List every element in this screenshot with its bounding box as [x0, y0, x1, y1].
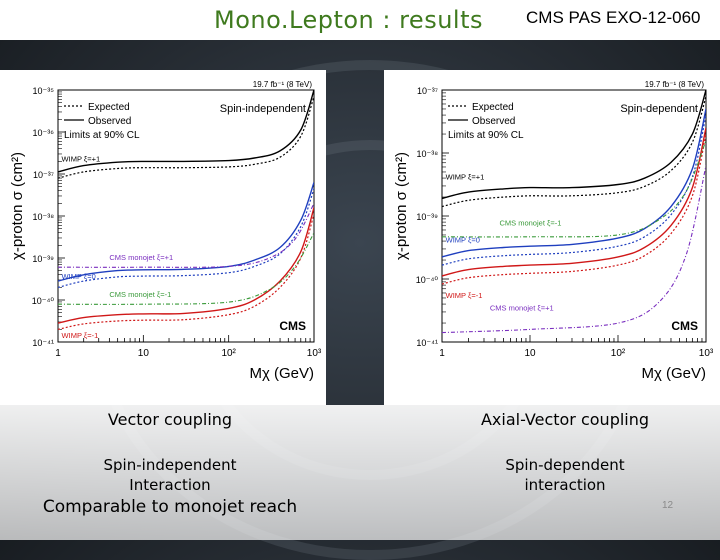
document-reference: CMS PAS EXO-12-060 — [526, 8, 701, 27]
x-tick-label: 10 — [524, 348, 536, 359]
observed-curve-cms-monojet-1 — [442, 140, 706, 238]
curve-label: WIMP ξ=+1 — [446, 172, 485, 181]
y-tick-label: 10⁻⁴¹ — [32, 338, 54, 348]
curve-label: CMS monojet ξ=-1 — [109, 290, 171, 299]
caption-monojet-comparison: Comparable to monojet reach — [42, 497, 298, 517]
y-tick-label: 10⁻³⁹ — [32, 254, 54, 264]
page-number: 12 — [662, 500, 674, 511]
curve-label: WIMP ξ=-1 — [446, 291, 483, 300]
y-axis-label: χ-proton σ (cm²) — [9, 152, 26, 260]
observed-curve-wimp-1 — [58, 207, 314, 324]
experiment-label: CMS — [279, 319, 306, 333]
x-tick-label: 10³ — [699, 348, 714, 359]
x-axis-label: Mχ (GeV) — [249, 365, 314, 382]
legend-expected-label: Expected — [88, 102, 130, 113]
chart-panel-spin-independent: 1 10 10² 10³ 10⁻³⁵ 10⁻³⁶ 10⁻³⁷ 10⁻³⁸ 10⁻³⁹ 10⁻⁴⁰ 1… — [0, 70, 326, 405]
x-tick-label: 1 — [439, 348, 445, 359]
chart-panel-spin-dependent: 1 10 10² 10³ 10⁻³⁷ 10⁻³⁸ 10⁻³⁹ 10⁻⁴⁰ 10⁻⁴¹ Mχ (Ge… — [384, 70, 720, 405]
y-tick-label: 10⁻³⁹ — [416, 212, 438, 222]
observed-curve-wimp-plus1 — [442, 90, 706, 200]
caption-axial-vector-coupling: Axial-Vector coupling — [480, 410, 650, 429]
y-tick-label: 10⁻⁴¹ — [416, 338, 438, 348]
curve-label: CMS monojet ξ=-1 — [499, 218, 561, 227]
chart-spin-independent: 1 10 10² 10³ 10⁻³⁵ 10⁻³⁶ 10⁻³⁷ 10⁻³⁸ 10⁻³⁹ 10⁻⁴⁰ 1… — [9, 80, 322, 382]
observed-curve-wimp-0 — [442, 108, 706, 258]
legend-cl-label: Limits at 90% CL — [448, 130, 524, 141]
y-tick-label: 10⁻⁴⁰ — [416, 275, 439, 285]
y-axis-label: χ-proton σ (cm²) — [393, 152, 410, 260]
curve-label: WIMP ξ=0 — [62, 272, 96, 281]
observed-curve-wimp-0 — [58, 182, 314, 282]
curve-label: WIMP ξ=0 — [446, 235, 480, 244]
y-tick-label: 10⁻³⁵ — [33, 86, 55, 96]
analysis-label: Spin-independent — [220, 103, 306, 115]
expected-curve-wimp-1 — [58, 213, 314, 330]
curve-label: CMS monojet ξ=+1 — [109, 253, 173, 262]
expected-curve-wimp-0 — [442, 115, 706, 266]
legend-observed-label: Observed — [88, 116, 131, 127]
legend-expected-label: Expected — [472, 102, 514, 113]
curve-label: CMS monojet ξ=+1 — [490, 304, 554, 313]
x-tick-label: 10³ — [307, 348, 322, 359]
slide-title: Mono.Lepton : results — [214, 6, 483, 34]
y-tick-label: 10⁻³⁷ — [417, 86, 438, 96]
y-tick-label: 10⁻⁴⁰ — [32, 296, 55, 306]
y-tick-label: 10⁻³⁸ — [416, 149, 438, 159]
x-tick-label: 10² — [611, 348, 626, 359]
observed-curve-cms-monojet-1 — [58, 232, 314, 305]
legend-cl-label: Limits at 90% CL — [64, 130, 140, 141]
curve-label: WIMP ξ=-1 — [62, 331, 99, 340]
caption-spin-independent-interaction: Spin-independent Interaction — [103, 456, 237, 494]
legend-observed-label: Observed — [472, 116, 515, 127]
caption-band — [0, 405, 720, 540]
y-tick-label: 10⁻³⁸ — [32, 212, 54, 222]
observed-curve-cms-monojet-plus1 — [58, 203, 314, 268]
plot-frame — [441, 89, 707, 343]
x-tick-label: 1 — [55, 348, 61, 359]
observed-curve-cms-monojet-plus1 — [442, 165, 706, 334]
observed-curve-wimp-plus1 — [58, 90, 314, 173]
caption-vector-coupling: Vector coupling — [107, 410, 233, 429]
x-axis-label: Mχ (GeV) — [641, 365, 706, 382]
expected-curve-wimp-plus1 — [442, 96, 706, 208]
experiment-label: CMS — [671, 319, 698, 333]
curve-label: WIMP ξ=+1 — [62, 154, 101, 163]
luminosity-label: 19.7 fb⁻¹ (8 TeV) — [645, 80, 705, 89]
caption-spin-dependent-interaction: Spin-dependent interaction — [505, 456, 625, 494]
observed-curve-wimp-1 — [442, 127, 706, 277]
title-bar: Mono.Lepton : results CMS PAS EXO-12-060 — [0, 0, 720, 40]
luminosity-label: 19.7 fb⁻¹ (8 TeV) — [253, 80, 313, 89]
y-tick-label: 10⁻³⁷ — [33, 170, 54, 180]
chart-spin-dependent: 1 10 10² 10³ 10⁻³⁷ 10⁻³⁸ 10⁻³⁹ 10⁻⁴⁰ 10⁻⁴¹ Mχ (Ge… — [393, 80, 714, 382]
x-tick-label: 10 — [138, 348, 150, 359]
x-tick-label: 10² — [221, 348, 236, 359]
y-tick-label: 10⁻³⁶ — [33, 128, 55, 138]
expected-curve-wimp-1 — [442, 133, 706, 285]
analysis-label: Spin-dependent — [620, 103, 698, 115]
